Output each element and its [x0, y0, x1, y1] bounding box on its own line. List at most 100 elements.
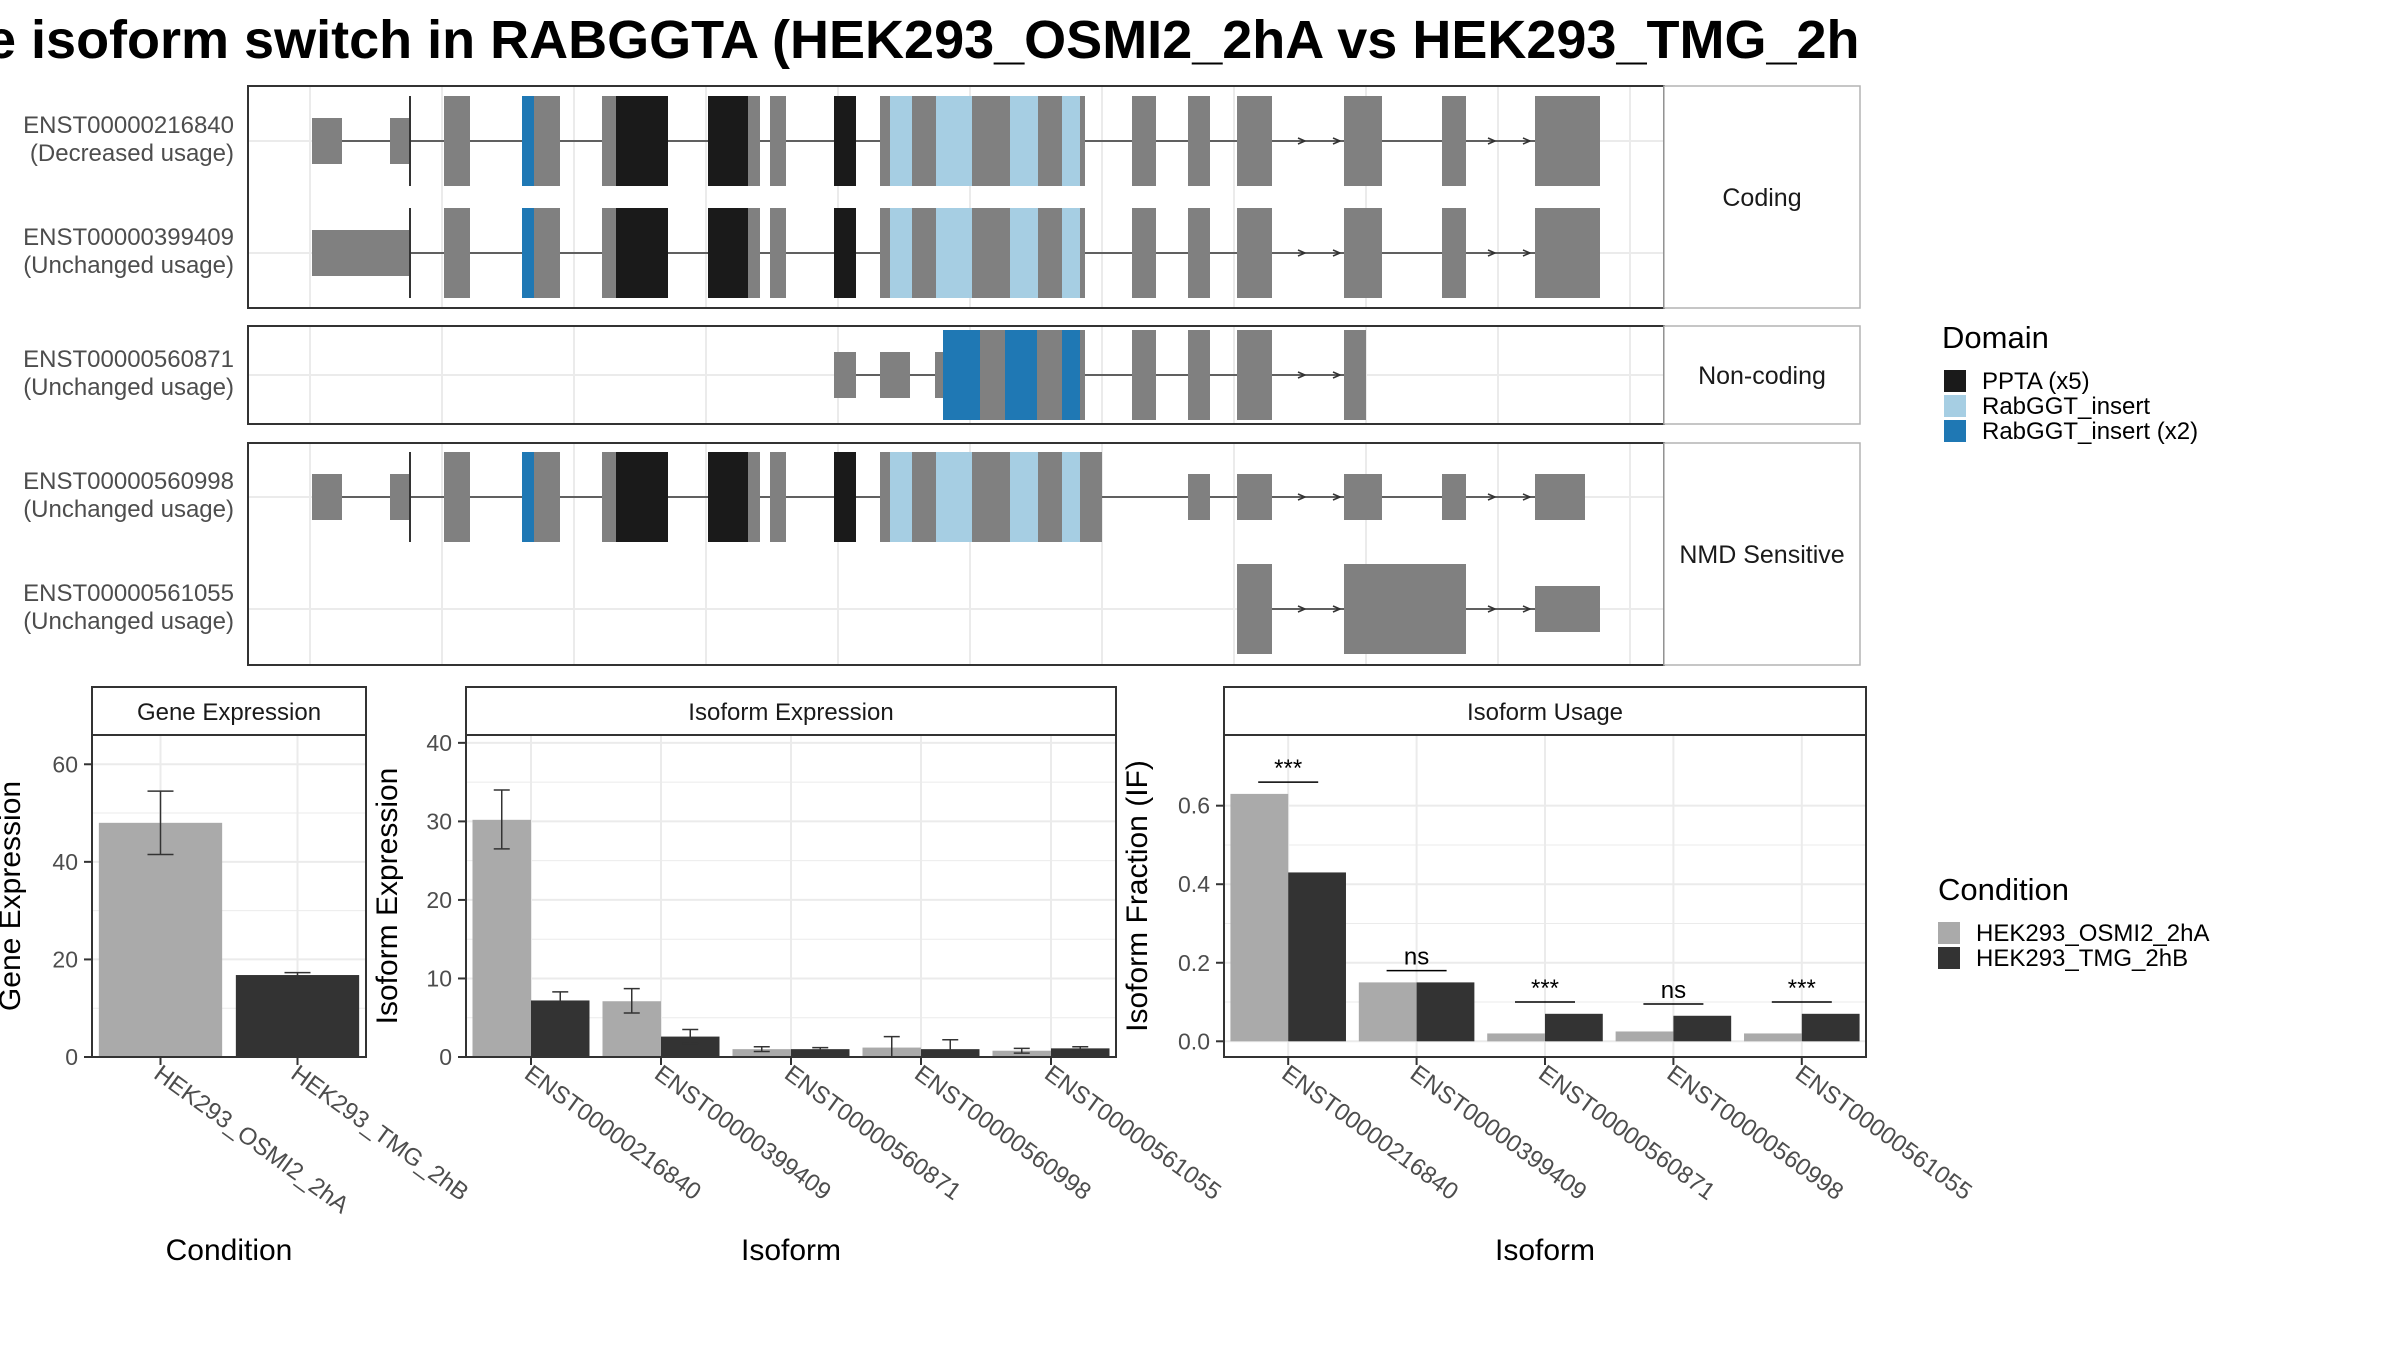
- panel-strip-label: Non-coding: [1698, 362, 1826, 390]
- exon: [444, 452, 470, 542]
- bar: [1487, 1033, 1545, 1042]
- transcript-id-label: ENST00000216840: [23, 112, 234, 139]
- domain-segment: [616, 208, 646, 298]
- transcript-id-label: ENST00000560998: [23, 468, 234, 495]
- domain-segment: [708, 96, 718, 186]
- legend-title: Domain: [1942, 320, 2049, 355]
- y-tick-label: 60: [52, 751, 78, 777]
- chart-isoform-usage: ***ns*** ns ***Isoform Usage0.00.20.40.6EN…: [1121, 686, 1977, 1267]
- exon: [1188, 474, 1210, 520]
- domain-segment: [943, 330, 980, 420]
- significance-label: ns: [1661, 977, 1686, 1004]
- bar: [1615, 1031, 1674, 1042]
- domain-segment: [936, 452, 972, 542]
- exon: [1344, 330, 1366, 420]
- strand-arrow: [1522, 605, 1532, 613]
- x-axis-label: Isoform: [741, 1234, 841, 1267]
- domain-segment: [936, 208, 972, 298]
- y-tick-label: 40: [426, 730, 452, 756]
- y-tick-label: 0.6: [1178, 793, 1210, 819]
- error-bar: [147, 790, 174, 856]
- chart-title-strip: [1223, 686, 1867, 736]
- bar: [1288, 872, 1346, 1042]
- domain-segment: [708, 452, 718, 542]
- legend-swatch: [1944, 370, 1966, 392]
- domain-segment: [522, 208, 534, 298]
- domain-segment: [718, 208, 748, 298]
- transcript-usage-label: (Unchanged usage): [23, 252, 234, 279]
- exon: [880, 96, 1085, 186]
- exon: [1237, 330, 1272, 420]
- error-bar: [623, 987, 640, 1014]
- strand-arrow: [1522, 493, 1532, 501]
- domain-segment: [646, 208, 668, 298]
- y-axis-label: Gene Expression: [0, 781, 27, 1011]
- bar: [1051, 1048, 1110, 1057]
- exon: [1565, 208, 1600, 298]
- exon: [1565, 96, 1600, 186]
- exon: [1442, 208, 1466, 298]
- panel-strip-label: Coding: [1722, 184, 1801, 212]
- exon: [1085, 452, 1102, 542]
- transcript-id-label: ENST00000561055: [23, 580, 234, 607]
- strand-arrow: [1332, 493, 1342, 501]
- chart-title-strip: [91, 686, 367, 736]
- strand-arrow: [1297, 371, 1307, 379]
- domain-segment: [1062, 96, 1080, 186]
- exon: [1344, 208, 1382, 298]
- error-bar: [812, 1046, 829, 1052]
- exon: [1535, 586, 1600, 632]
- bar: [661, 1036, 720, 1057]
- bar: [1744, 1033, 1802, 1042]
- y-axis-label: Isoform Fraction (IF): [1121, 760, 1154, 1032]
- exon: [880, 208, 1085, 298]
- exon: [312, 230, 410, 276]
- chart-title: Gene Expression: [137, 699, 321, 726]
- strand-arrow: [1297, 249, 1307, 257]
- domain-segment: [834, 452, 856, 542]
- figure-title: e isoform switch in RABGGTA (HEK293_OSMI…: [0, 10, 1860, 70]
- significance-label: ns: [1404, 944, 1429, 971]
- error-bar: [493, 789, 510, 850]
- domain-segment: [522, 452, 534, 542]
- strand-arrow: [1487, 249, 1497, 257]
- domain-segment: [616, 96, 646, 186]
- domain-segment: [1005, 330, 1037, 420]
- error-bar: [1072, 1046, 1089, 1051]
- legend-swatch: [1944, 395, 1966, 417]
- domain-segment: [646, 452, 668, 542]
- y-tick-label: 0.0: [1178, 1028, 1210, 1054]
- exon: [1188, 96, 1210, 186]
- exon: [390, 474, 410, 520]
- strand-arrow: [1522, 249, 1532, 257]
- exon: [834, 352, 856, 398]
- exon: [1344, 564, 1418, 654]
- transcript-usage-label: (Unchanged usage): [23, 608, 234, 635]
- bar: [1416, 982, 1475, 1042]
- y-tick-label: 40: [52, 849, 78, 875]
- strand-arrow: [1297, 493, 1307, 501]
- exon: [1188, 330, 1210, 420]
- strand-arrow: [1297, 605, 1307, 613]
- x-axis-label: Condition: [166, 1234, 293, 1267]
- bar: [1358, 982, 1417, 1042]
- transcript-track: ENST00000560998(Unchanged usage): [23, 452, 1585, 542]
- panel-strip: [1663, 442, 1861, 666]
- exon: [1237, 474, 1272, 520]
- exon: [312, 118, 342, 164]
- domain-segment: [1062, 330, 1080, 420]
- strand-arrow: [1487, 137, 1497, 145]
- domain-segment: [1062, 452, 1080, 542]
- error-bar: [1013, 1047, 1030, 1054]
- legend-label: HEK293_TMG_2hB: [1976, 945, 2188, 972]
- strand-arrow: [1332, 249, 1342, 257]
- domain-segment: [718, 96, 748, 186]
- exon: [1132, 208, 1156, 298]
- bar: [732, 1049, 791, 1057]
- domain-segment: [890, 96, 912, 186]
- domain-segment: [646, 96, 668, 186]
- exon: [1237, 96, 1272, 186]
- significance-label: ***: [1531, 975, 1559, 1002]
